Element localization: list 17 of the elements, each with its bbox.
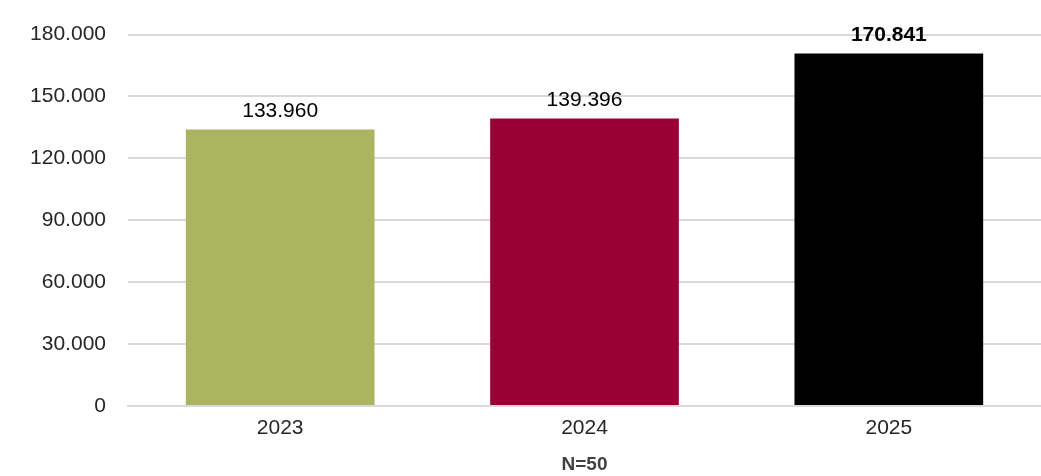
x-tick-label: 2024 bbox=[561, 415, 609, 439]
bar bbox=[794, 53, 984, 405]
data-label: 170.841 bbox=[850, 21, 928, 45]
y-tick-label: 0 bbox=[94, 392, 106, 416]
data-label: 133.960 bbox=[242, 97, 319, 121]
x-tick-label: 2025 bbox=[865, 415, 913, 439]
x-axis-title: N=50 bbox=[561, 452, 608, 474]
y-tick-label: 180.000 bbox=[30, 21, 106, 45]
y-tick-label: 90.000 bbox=[41, 207, 106, 231]
y-tick-label: 30.000 bbox=[41, 330, 106, 354]
x-tick-label: 2023 bbox=[256, 415, 304, 439]
data-label: 139.396 bbox=[546, 86, 623, 110]
bar bbox=[185, 129, 375, 405]
y-tick-label: 150.000 bbox=[30, 83, 106, 107]
y-tick-label: 120.000 bbox=[30, 145, 106, 169]
y-tick-label: 60.000 bbox=[41, 269, 106, 292]
bar bbox=[490, 118, 679, 405]
